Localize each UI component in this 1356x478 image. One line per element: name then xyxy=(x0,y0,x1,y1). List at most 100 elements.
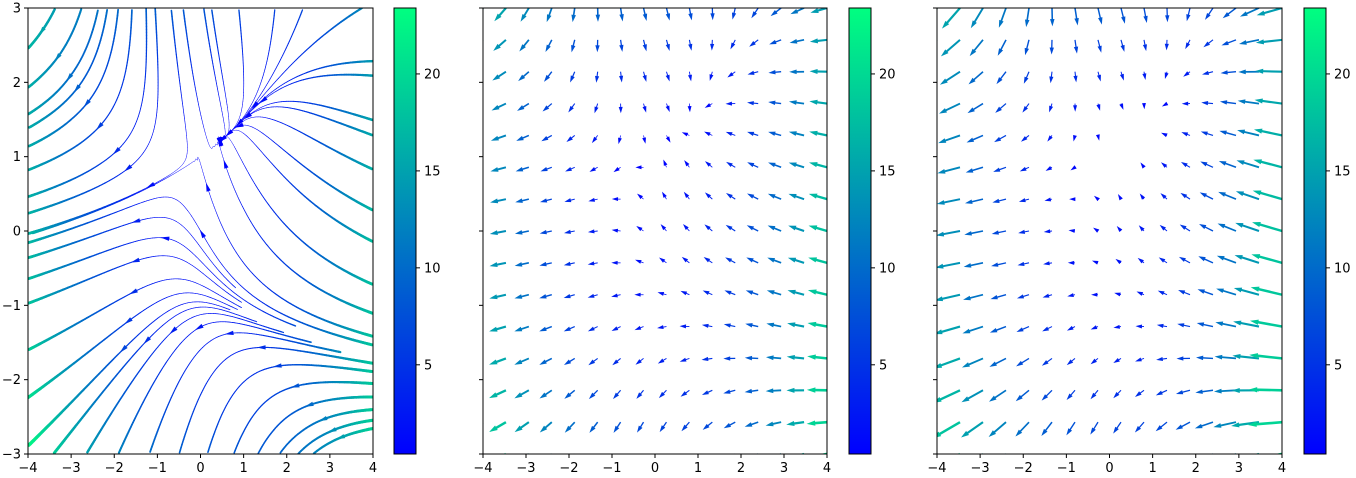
streamline-segment xyxy=(242,132,245,135)
streamline-segment xyxy=(217,258,220,262)
streamline-segment xyxy=(192,265,195,268)
streamline-segment xyxy=(251,108,254,111)
streamline-segment xyxy=(179,223,182,226)
streamline-segment xyxy=(168,175,171,178)
streamline-segment xyxy=(177,222,180,224)
streamline-segment xyxy=(176,170,179,173)
streamline-segment xyxy=(262,72,265,76)
streamline-segment xyxy=(184,165,187,168)
streamline-segment xyxy=(171,173,174,176)
streamline-segment xyxy=(242,116,245,119)
streamline-segment xyxy=(248,125,251,127)
streamline-segment xyxy=(246,170,249,174)
streamline-segment xyxy=(204,177,206,181)
streamline-segment xyxy=(252,99,255,103)
streamline-segment xyxy=(221,264,224,267)
streamline-segment xyxy=(188,211,191,215)
streamline-segment xyxy=(220,223,223,227)
streamline-segment xyxy=(261,132,264,135)
streamline-segment xyxy=(156,182,160,184)
streamline-segment xyxy=(189,162,192,165)
streamline-segment xyxy=(155,182,158,185)
streamline-segment xyxy=(141,152,144,155)
streamline-arrow xyxy=(304,401,314,407)
streamline-segment xyxy=(259,107,262,109)
streamline-segment xyxy=(255,92,258,96)
streamline-segment xyxy=(237,152,240,156)
streamline-segment xyxy=(226,170,229,174)
streamline-segment xyxy=(267,52,270,57)
streamline-segment xyxy=(185,228,188,231)
streamline-segment xyxy=(223,229,226,233)
streamline-segment xyxy=(217,278,220,281)
streamline-segment xyxy=(260,150,263,154)
streamline-segment xyxy=(176,241,179,243)
streamline-arrow xyxy=(256,345,266,350)
streamline-arrow xyxy=(224,330,234,336)
streamline-segment xyxy=(246,112,249,115)
streamline-segment xyxy=(28,111,32,116)
streamline-arrow xyxy=(169,326,178,335)
streamline-arrow xyxy=(130,257,140,263)
streamline-segment xyxy=(217,88,219,93)
streamline-segment xyxy=(134,123,136,127)
streamline-segment xyxy=(154,120,157,125)
streamline-segment xyxy=(169,173,172,176)
streamline-segment xyxy=(183,166,186,169)
streamline-segment xyxy=(196,223,199,227)
streamline-segment xyxy=(185,247,189,250)
streamline-segment xyxy=(166,175,169,178)
streamline-segment xyxy=(184,246,187,249)
streamline-segment xyxy=(28,211,32,215)
streamline-segment xyxy=(252,180,255,184)
streamline-segment xyxy=(200,115,202,119)
streamline-arrow xyxy=(124,317,133,325)
streamline-segment xyxy=(251,104,254,108)
streamline-segment xyxy=(213,71,216,76)
streamline-segment xyxy=(204,253,207,256)
streamline-segment xyxy=(180,164,183,167)
streamline-segment xyxy=(158,181,161,183)
streamline-segment xyxy=(251,101,253,105)
streamline-segment xyxy=(248,106,251,109)
streamline-segment xyxy=(240,109,242,114)
streamline-segment xyxy=(244,133,247,136)
streamline-segment xyxy=(195,255,198,258)
streamline-segment xyxy=(256,129,260,131)
streamline-segment xyxy=(243,115,246,118)
streamline-segment xyxy=(208,244,211,248)
streamline-segment xyxy=(256,145,259,149)
streamline-segment xyxy=(205,180,207,184)
streamline-segment xyxy=(198,104,200,108)
streamline-segment xyxy=(196,268,200,271)
streamline-segment xyxy=(132,125,135,129)
streamline-segment xyxy=(250,126,253,128)
streamline-segment xyxy=(221,225,224,229)
streamline-segment xyxy=(204,264,207,267)
streamline-segment xyxy=(153,183,156,186)
streamline-segment xyxy=(251,178,254,182)
streamline-segment xyxy=(223,275,226,278)
streamline-segment xyxy=(117,449,122,454)
streamline-segment xyxy=(161,179,165,181)
streamline-segment xyxy=(28,347,33,351)
streamline-segment xyxy=(257,87,260,91)
streamline-segment xyxy=(222,265,226,269)
streamline-segment xyxy=(175,169,178,171)
streamline-segment xyxy=(204,129,206,133)
streamline-segment xyxy=(178,449,182,454)
streamline-segment xyxy=(262,74,264,79)
streamline-segment xyxy=(270,74,273,78)
streamline-segment xyxy=(196,95,198,100)
streamline-segment xyxy=(200,247,203,251)
streamline-segment xyxy=(207,277,211,280)
streamline-segment xyxy=(236,194,239,198)
streamline-segment xyxy=(244,210,247,214)
streamline-segment xyxy=(163,178,166,180)
streamline-segment xyxy=(136,116,139,120)
streamline-segment xyxy=(224,267,227,271)
streamline-segment xyxy=(233,127,236,130)
streamline-segment xyxy=(172,171,175,174)
streamline-segment xyxy=(141,96,144,101)
streamline-segment xyxy=(206,137,208,141)
